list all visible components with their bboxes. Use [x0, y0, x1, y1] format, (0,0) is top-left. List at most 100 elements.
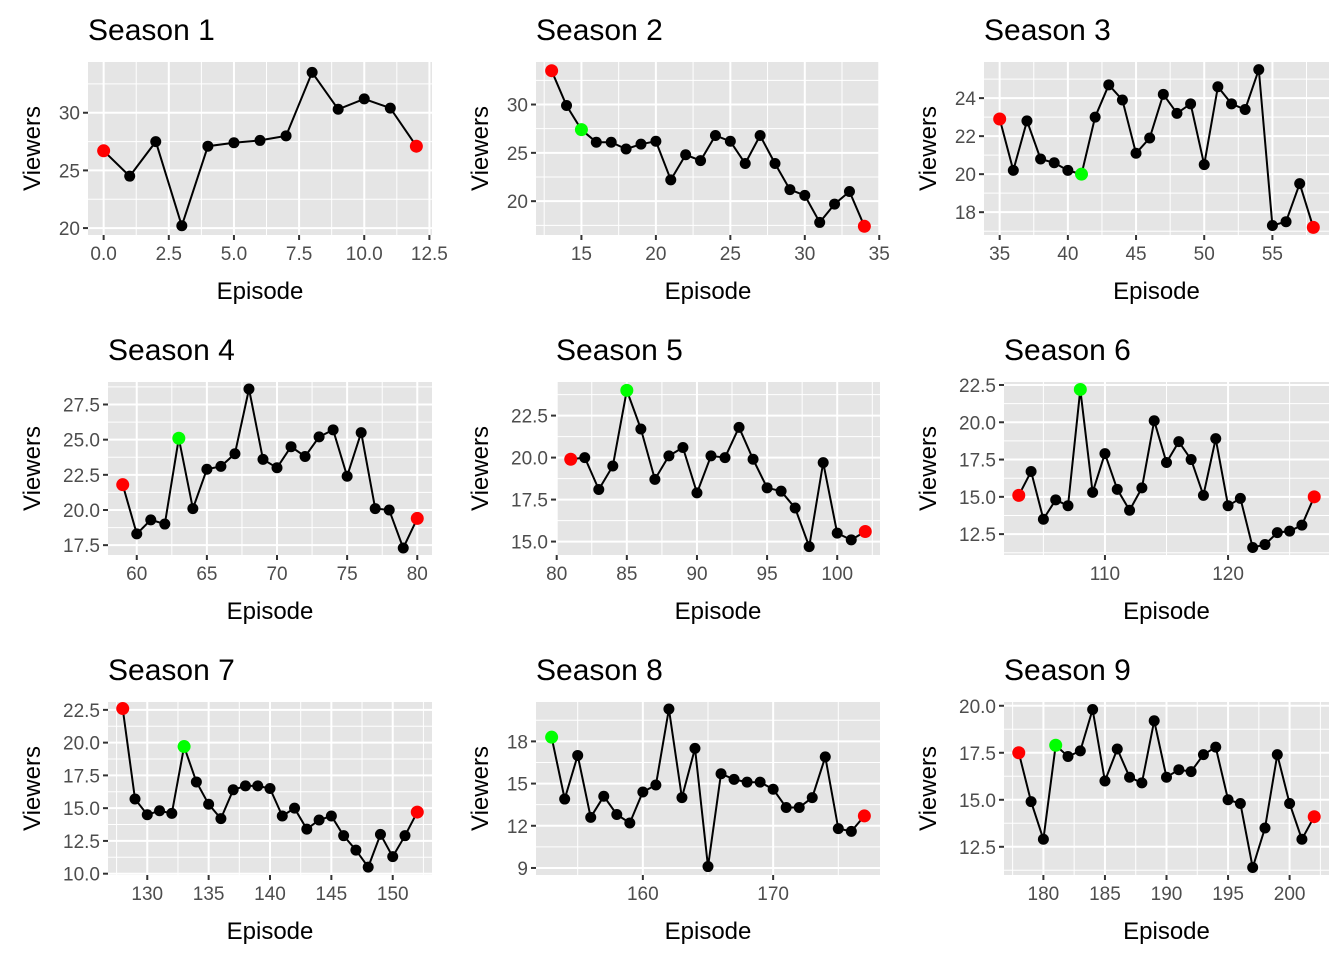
data-point-endpoint — [410, 805, 424, 819]
data-point — [374, 828, 386, 840]
data-point — [593, 483, 605, 495]
panel-season-5: 80 85 90 95 100 15.0 17.5 20.0 22.5 Season 5 Episo… — [467, 334, 880, 625]
data-point — [1136, 482, 1148, 494]
data-point — [1161, 771, 1172, 783]
y-tick-label: 20.0 — [959, 413, 996, 434]
data-point — [806, 792, 818, 804]
data-point — [709, 129, 721, 141]
data-point — [1124, 504, 1136, 516]
data-point — [689, 742, 701, 754]
data-point-highlight — [1075, 167, 1088, 181]
data-point — [1111, 743, 1123, 755]
data-point — [724, 135, 736, 147]
data-point-endpoint — [1306, 220, 1320, 234]
panel-season-1: 0.0 2.5 5.0 7.5 10.0 12.5 20 25 30 Season 1 Episod… — [19, 14, 448, 305]
x-axis-title: Episode — [227, 918, 314, 945]
data-point — [1239, 104, 1251, 116]
data-point — [1198, 159, 1210, 171]
data-point-endpoint — [1307, 810, 1321, 824]
x-tick-label: 75 — [337, 564, 358, 585]
data-point — [313, 431, 325, 443]
data-point-endpoint — [857, 809, 871, 823]
data-point — [1111, 483, 1123, 495]
data-point-endpoint — [564, 452, 578, 466]
data-point — [1087, 486, 1099, 498]
data-point — [650, 135, 662, 147]
data-point — [1253, 64, 1265, 76]
y-tick-label: 20 — [59, 219, 80, 240]
data-point — [313, 814, 325, 826]
data-point — [369, 503, 381, 515]
data-point — [1116, 94, 1128, 106]
y-tick-label: 15.0 — [959, 488, 996, 509]
panel-season-6: 110 120 12.5 15.0 17.5 20.0 22.5 Season 6 Episod… — [915, 334, 1329, 625]
data-point — [271, 462, 283, 474]
x-tick-label: 130 — [131, 884, 163, 905]
panel-season-8: 160 170 9 12 15 18 Season 8 Episode Viewers — [467, 654, 880, 945]
series-line — [121, 388, 419, 551]
y-tick-label: 17.5 — [63, 766, 100, 787]
x-tick-label: 50 — [1194, 244, 1215, 265]
y-tick-label: 17.5 — [511, 491, 548, 512]
data-point — [1021, 115, 1033, 127]
x-tick-label: 190 — [1151, 884, 1183, 905]
y-tick-label: 20.0 — [959, 697, 996, 718]
data-point — [332, 103, 344, 115]
data-point-endpoint — [409, 139, 423, 153]
panel-title: Season 4 — [108, 334, 235, 367]
y-tick-label: 17.5 — [959, 451, 996, 472]
data-point — [203, 798, 215, 810]
data-point — [299, 451, 311, 463]
y-tick-label: 22.5 — [511, 407, 548, 428]
x-tick-label: 185 — [1089, 884, 1121, 905]
data-point — [1222, 794, 1234, 806]
data-point — [1294, 178, 1306, 190]
x-tick-label: 85 — [616, 564, 637, 585]
panel-background — [984, 62, 1329, 235]
data-point — [728, 773, 740, 785]
x-axis-title: Episode — [227, 598, 314, 625]
data-point-endpoint — [97, 144, 111, 158]
data-point-endpoint — [1012, 746, 1026, 760]
data-point — [228, 137, 240, 149]
y-tick-label: 18 — [955, 203, 976, 224]
data-point — [650, 779, 662, 791]
data-point-highlight — [1073, 382, 1087, 396]
x-axis-title: Episode — [1113, 278, 1200, 305]
panel-title: Season 9 — [1004, 654, 1131, 687]
y-axis-title: Viewers — [915, 426, 942, 511]
data-point-highlight — [574, 123, 588, 137]
data-point — [202, 140, 214, 152]
data-point — [358, 93, 370, 105]
x-tick-label: 195 — [1212, 884, 1244, 905]
data-point — [649, 473, 661, 485]
data-point — [215, 813, 227, 825]
data-point — [285, 441, 297, 453]
y-tick-label: 18 — [507, 732, 528, 753]
data-point-endpoint — [857, 219, 871, 233]
x-tick-label: 2.5 — [156, 244, 182, 265]
data-point — [663, 450, 675, 462]
data-point — [239, 780, 251, 792]
x-tick-label: 30 — [794, 244, 815, 265]
data-point — [327, 424, 339, 436]
y-axis-title: Viewers — [467, 426, 494, 511]
data-point — [1103, 79, 1115, 91]
series-line — [550, 70, 866, 227]
panel-background — [88, 62, 432, 235]
x-axis-title: Episode — [665, 918, 752, 945]
data-point — [761, 482, 773, 494]
panel-season-2: 15 20 25 30 35 20 25 30 Season 2 Episode Viewers — [467, 14, 890, 305]
data-point — [845, 534, 857, 546]
data-point — [705, 450, 717, 462]
data-point — [1062, 164, 1074, 176]
panel-title: Season 8 — [536, 654, 663, 687]
data-point — [819, 751, 831, 763]
data-point — [301, 823, 313, 835]
panel-season-3: 35 40 45 50 55 18 20 22 24 Season 3 Episode Viewers — [915, 14, 1329, 305]
x-tick-label: 95 — [757, 564, 778, 585]
data-point — [1185, 98, 1197, 110]
x-tick-label: 110 — [1090, 564, 1120, 585]
data-point-highlight — [177, 740, 191, 754]
data-point — [190, 776, 202, 788]
